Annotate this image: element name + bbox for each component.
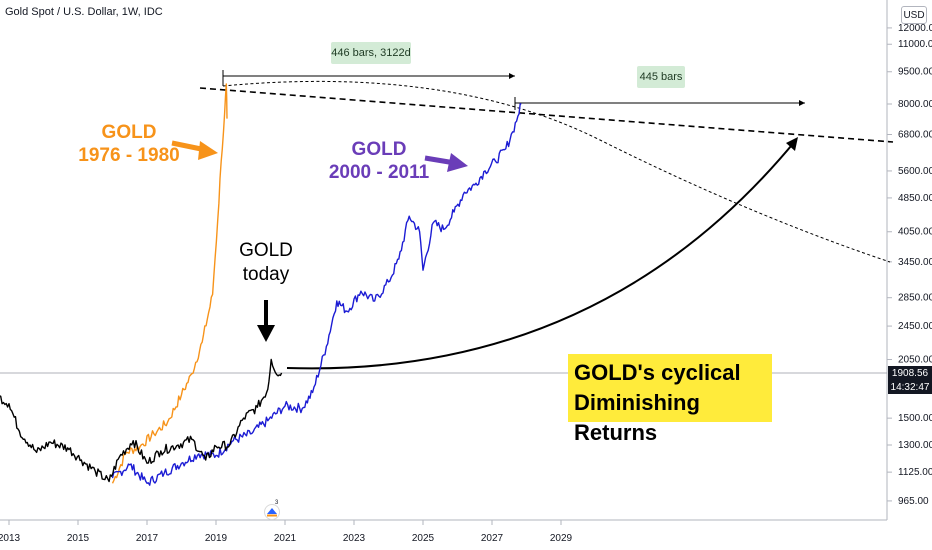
straight-dashed-trendline xyxy=(199,87,894,143)
price-label: 2850.00 xyxy=(898,293,932,304)
price-label: 965.00 xyxy=(898,496,929,507)
chart-title: Gold Spot / U.S. Dollar, 1W, IDC xyxy=(5,6,163,18)
series-line xyxy=(0,358,283,483)
projection-arc-arrowhead xyxy=(786,137,798,151)
price-label: 4850.00 xyxy=(898,193,932,204)
price-label: 8000.00 xyxy=(898,99,932,110)
price-label: 2050.00 xyxy=(898,355,932,366)
note-line-1: GOLD's cyclical xyxy=(574,360,741,385)
projection-arc xyxy=(286,139,797,370)
series-layer xyxy=(0,83,522,486)
time-label: 2017 xyxy=(136,533,159,544)
price-label: 9500.00 xyxy=(898,67,932,78)
measure-1-label: 446 bars, 3122d xyxy=(331,42,411,64)
time-label: 2013 xyxy=(0,533,21,544)
svg-text:3: 3 xyxy=(275,500,279,506)
time-label: 2029 xyxy=(550,533,573,544)
arrow-2000 xyxy=(424,153,468,172)
price-axis-labels: 12000.00 11000.00 9500.00 8000.00 6800.00 560… xyxy=(887,23,932,507)
currency-badge[interactable]: USD xyxy=(901,6,927,24)
diminishing-returns-note: GOLD's cyclical Diminishing Returns xyxy=(568,354,772,445)
price-label: 12000.00 xyxy=(898,23,932,34)
measure-2 xyxy=(514,97,805,110)
measure-2-label: 445 bars xyxy=(637,66,685,88)
price-label: 3450.00 xyxy=(898,257,932,268)
time-label: 2015 xyxy=(67,533,90,544)
price-label: 5600.00 xyxy=(898,166,932,177)
arrow-1976 xyxy=(171,140,218,160)
last-price-tag: 1908.56 xyxy=(888,366,932,380)
gold-today-label: GOLD today xyxy=(230,239,302,287)
time-label: 2023 xyxy=(343,533,366,544)
gold-2000-title: GOLD xyxy=(351,139,407,160)
gold-2000-years: 2000 - 2011 xyxy=(328,162,430,183)
gold-1976-label: GOLD 1976 - 1980 xyxy=(64,121,194,167)
gold-1976-title: GOLD xyxy=(101,122,157,143)
note-line-2: Diminishing Returns xyxy=(574,390,700,445)
price-label: 1500.00 xyxy=(898,413,932,424)
series-line xyxy=(111,83,228,484)
price-label: 6800.00 xyxy=(898,129,932,140)
tradingview-logo-icon: 3 xyxy=(264,500,280,520)
time-label: 2019 xyxy=(205,533,228,544)
gold-2000-label: GOLD 2000 - 2011 xyxy=(314,138,444,184)
measure-1 xyxy=(222,70,515,86)
time-label: 2025 xyxy=(412,533,435,544)
price-label: 4050.00 xyxy=(898,227,932,238)
countdown-tag: 14:32:47 xyxy=(888,380,932,394)
gold-today-title: GOLD xyxy=(239,240,293,261)
series-line xyxy=(111,103,522,486)
curved-dotted-trendline xyxy=(222,80,891,263)
time-label: 2027 xyxy=(481,533,504,544)
price-label: 1300.00 xyxy=(898,440,932,451)
arrow-today xyxy=(257,300,275,342)
time-label: 2021 xyxy=(274,533,297,544)
price-label: 11000.00 xyxy=(898,39,932,50)
time-axis-labels: 2013 2015 2017 2019 2021 2023 2025 2027 2029 xyxy=(0,520,573,544)
price-label: 2450.00 xyxy=(898,321,932,332)
gold-1976-years: 1976 - 1980 xyxy=(78,145,180,166)
price-label: 1125.00 xyxy=(898,467,932,478)
gold-today-sub: today xyxy=(242,264,290,285)
